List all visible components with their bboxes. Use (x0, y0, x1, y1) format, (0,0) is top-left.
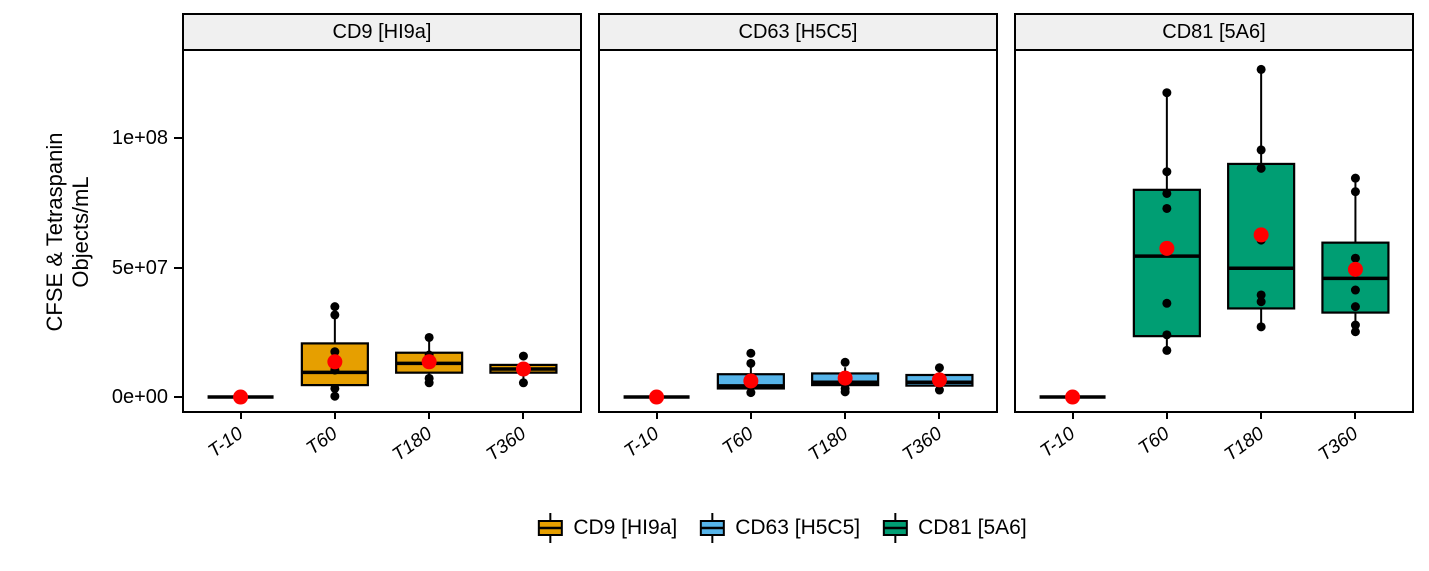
x-tick-mark (428, 411, 431, 419)
x-tick-mark (1165, 411, 1168, 419)
boxplot-svg (207, 302, 558, 405)
facet-title: CD81 [5A6] (1162, 20, 1266, 43)
plot-area (1014, 51, 1414, 413)
x-tick-mark (938, 411, 941, 419)
x-tick-mark (522, 411, 525, 419)
mean-point (1253, 227, 1269, 243)
x-tick-mark (844, 411, 847, 419)
box-group-T60 (300, 302, 369, 401)
x-tick-label: T60 (718, 423, 758, 460)
box-group-T180 (395, 332, 464, 388)
x-tick-mark (239, 411, 242, 419)
mean-point (1347, 261, 1363, 277)
facet-strip: CD9 [HI9a] (182, 13, 582, 51)
x-tick-label: T-10 (620, 423, 664, 463)
mean-point (327, 354, 343, 370)
x-tick-label: T180 (388, 423, 436, 466)
x-tick-mark (655, 411, 658, 419)
x-tick-mark (1354, 411, 1357, 419)
mean-point (1159, 240, 1175, 256)
x-tick-mark (1260, 411, 1263, 419)
y-tick-mark (174, 396, 182, 398)
x-tick-label: T60 (1134, 423, 1174, 460)
x-tick-label: T360 (1314, 423, 1363, 466)
box-group-T360 (905, 363, 974, 395)
mean-point (649, 389, 665, 405)
plot-area (182, 51, 582, 413)
x-tick-label: T60 (302, 423, 342, 460)
mean-point (421, 354, 437, 370)
x-tick-label: T360 (898, 423, 947, 466)
mean-point (515, 361, 531, 377)
y-tick-label: 0e+00 (111, 386, 168, 408)
legend-label: CD9 [HI9a] (573, 516, 678, 539)
legend-item: CD63 [H5C5] (699, 512, 860, 544)
facet-title: CD63 [H5C5] (738, 20, 858, 43)
x-tick-label: T180 (804, 423, 852, 466)
x-tick-mark (333, 411, 336, 419)
facet-panel: CD81 [5A6] (1014, 13, 1414, 413)
box-group-T-10 (207, 389, 274, 405)
mean-point (233, 389, 249, 405)
x-tick-mark (1071, 411, 1074, 419)
box-group-T360 (489, 351, 558, 388)
box-group-T60 (1132, 88, 1201, 355)
box-group-T360 (1321, 173, 1390, 337)
box-group-T-10 (623, 389, 690, 405)
box-group-T180 (1227, 64, 1296, 332)
mean-point (743, 373, 759, 389)
x-tick-label: T-10 (204, 423, 248, 463)
y-axis-title-line1: CFSE & Tetraspanin (42, 132, 67, 332)
y-axis-title-text: CFSE & Tetraspanin Objects/mL (42, 22, 94, 442)
box-group-T180 (811, 357, 880, 397)
legend-boxplot-glyph (537, 513, 563, 543)
mean-point (931, 372, 947, 388)
y-tick-label: 5e+07 (111, 256, 168, 279)
boxplot-svg (623, 348, 974, 405)
y-tick-label: 1e+08 (111, 127, 168, 150)
x-tick-label: T360 (482, 423, 531, 466)
legend-item: CD81 [5A6] (882, 512, 1027, 544)
x-tick-label: T-10 (1036, 423, 1080, 463)
legend-item: CD9 [HI9a] (537, 512, 677, 544)
y-tick-mark (174, 266, 182, 269)
boxplot-svg (1039, 64, 1390, 405)
facet-panel: CD63 [H5C5] (598, 13, 998, 413)
box-group-T60 (716, 348, 785, 398)
facet-title: CD9 [HI9a] (332, 20, 432, 43)
mean-point (837, 370, 853, 386)
facet-strip: CD63 [H5C5] (598, 13, 998, 51)
legend-label: CD63 [H5C5] (735, 516, 861, 539)
x-tick-mark (749, 411, 752, 419)
box-group-T-10 (1039, 389, 1106, 405)
y-axis-title-line2: Objects/mL (68, 176, 93, 288)
facet-strip: CD81 [5A6] (1014, 13, 1414, 51)
plot-area (598, 51, 998, 413)
legend-label: CD81 [5A6] (918, 516, 1027, 539)
mean-point (1065, 389, 1081, 405)
y-tick-mark (174, 137, 182, 140)
x-tick-label: T180 (1220, 423, 1268, 466)
legend-boxplot-glyph (882, 513, 908, 543)
legend: CD9 [HI9a] CD63 [H5C5] CD81 [5A6] (537, 512, 1027, 544)
legend-boxplot-glyph (699, 513, 725, 543)
facet-panel: CD9 [HI9a] (182, 13, 582, 413)
